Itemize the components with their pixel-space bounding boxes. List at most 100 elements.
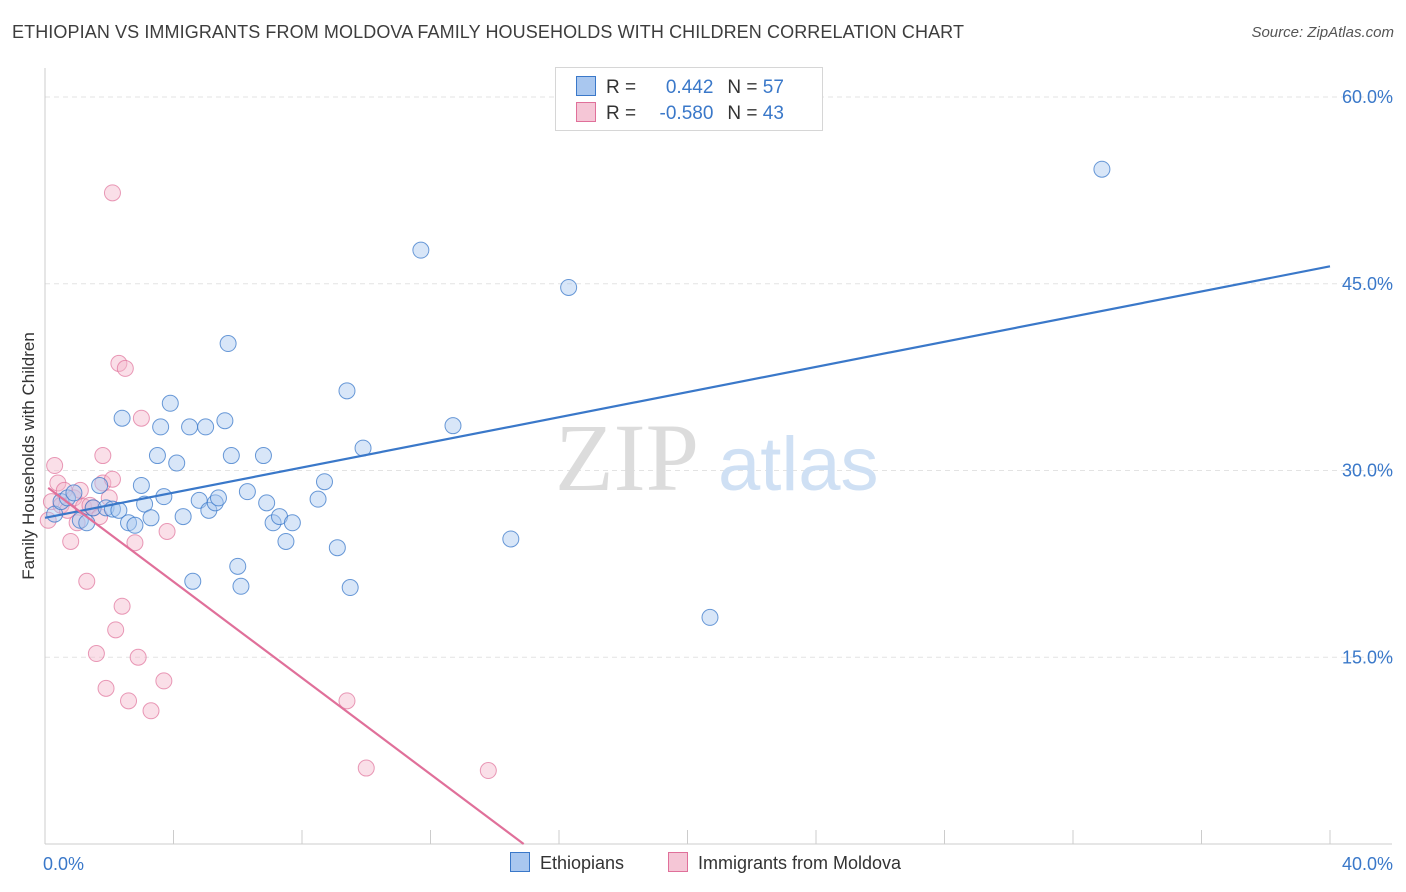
ethiopian-point <box>174 508 192 526</box>
ethiopian-point <box>152 418 170 436</box>
moldova-point <box>103 184 121 202</box>
moldova-point <box>68 514 86 532</box>
ethiopian-point <box>184 572 202 590</box>
ethiopian-point <box>412 241 430 259</box>
y-tick-label: 30.0% <box>1342 461 1393 481</box>
bottom-legend-moldova: Immigrants from Moldova <box>668 852 901 874</box>
y-tick-label: 45.0% <box>1342 274 1393 294</box>
watermark-atlas: atlas <box>718 422 879 507</box>
gridlines <box>45 96 1392 658</box>
ethiopian-point <box>219 335 237 353</box>
ethiopian-point <box>216 412 234 430</box>
moldova-point <box>132 409 150 427</box>
legend-r-value: -0.580 <box>659 103 714 124</box>
bottom-legend-label: Ethiopians <box>540 853 625 873</box>
ethiopian-point <box>264 514 282 532</box>
ethiopian-point <box>315 473 333 491</box>
ethiopian-point <box>229 557 247 575</box>
ethiopian-point <box>161 394 179 412</box>
ethiopian-point <box>126 516 144 534</box>
ethiopian-point <box>222 447 240 465</box>
moldova-point <box>479 762 497 780</box>
moldova-point <box>97 679 115 697</box>
axes <box>44 68 1392 845</box>
moldova-point <box>129 648 147 666</box>
moldova-point <box>116 359 134 377</box>
ethiopian-point <box>113 409 131 427</box>
bottom-legend-label: Immigrants from Moldova <box>698 853 902 873</box>
bottom-legend-ethiopians: Ethiopians <box>510 852 624 874</box>
chart-title: ETHIOPIAN VS IMMIGRANTS FROM MOLDOVA FAM… <box>12 22 965 42</box>
ethiopian-point <box>1093 160 1111 178</box>
ethiopian-point <box>168 454 186 472</box>
moldova-point <box>94 447 112 465</box>
legend-swatch-pink <box>576 102 596 122</box>
ethiopian-point <box>309 490 327 508</box>
moldova-point <box>87 645 105 663</box>
ethiopian-point <box>197 418 215 436</box>
moldova-point <box>78 572 96 590</box>
moldova-point <box>120 692 138 710</box>
legend-r-label: R = <box>606 103 637 124</box>
legend-row-moldova: R = -0.580 N = 43 <box>576 102 784 124</box>
ethiopian-point <box>277 532 295 550</box>
ethiopian-point <box>132 476 150 494</box>
legend-n-label: N = <box>727 103 758 124</box>
legend-n-value: 57 <box>762 77 784 98</box>
ethiopian-point <box>65 484 83 502</box>
y-tick-label: 60.0% <box>1342 87 1393 107</box>
legend-r-label: R = <box>606 77 637 98</box>
ethiopian-point <box>91 476 109 494</box>
ethiopian-point <box>209 489 227 507</box>
ethiopian-point <box>258 494 276 512</box>
moldova-point <box>357 759 375 777</box>
watermark-zip: ZIP <box>555 404 699 511</box>
moldova-point <box>338 692 356 710</box>
ethiopian-point <box>232 577 250 595</box>
trend-lines <box>44 265 1331 845</box>
moldova-point <box>155 672 173 690</box>
legend-r-value: 0.442 <box>665 77 714 98</box>
ethiopian-point <box>181 418 199 436</box>
legend-row-ethiopians: R = 0.442 N = 57 <box>576 76 784 98</box>
series-ethiopians-points <box>46 160 1111 626</box>
ethiopian-point <box>338 382 356 400</box>
ethiopian-point <box>254 447 272 465</box>
ethiopian-point <box>148 447 166 465</box>
ethiopian-point <box>701 608 719 626</box>
moldova-point <box>142 702 160 720</box>
ethiopian-point <box>283 514 301 532</box>
ethiopian-point <box>206 494 224 512</box>
moldova-point <box>158 523 176 541</box>
legend-swatch-blue <box>576 76 596 96</box>
ethiopians-trend-line <box>44 265 1331 519</box>
correlation-legend: R = 0.442 N = 57 R = -0.580 N = 43 <box>555 67 823 131</box>
x-tick-label-min: 0.0% <box>43 854 84 874</box>
moldova-trend-line <box>47 487 525 845</box>
bottom-legend-swatch-pink <box>668 852 688 872</box>
axis-labels: 15.0% 30.0% 45.0% 60.0% 0.0% 40.0% Family Hous… <box>19 87 1393 874</box>
source-label: Source: ZipAtlas.com <box>1251 24 1394 41</box>
bottom-legend-swatch-blue <box>510 852 530 872</box>
ethiopian-point <box>560 278 578 296</box>
moldova-point <box>94 474 112 492</box>
x-tick-label-max: 40.0% <box>1342 854 1393 874</box>
ethiopian-point <box>502 530 520 548</box>
moldova-point <box>46 457 64 475</box>
moldova-point <box>113 597 131 615</box>
moldova-point <box>126 534 144 552</box>
ethiopian-point <box>328 539 346 557</box>
moldova-point <box>107 621 125 639</box>
legend-n-value: 43 <box>762 103 784 124</box>
y-axis-title: Family Households with Children <box>19 332 38 580</box>
series-moldova-points <box>39 184 497 780</box>
watermark: ZIP atlas <box>555 404 879 511</box>
y-tick-label: 15.0% <box>1342 647 1393 667</box>
ethiopian-point <box>341 579 359 597</box>
ethiopian-point <box>444 417 462 435</box>
ethiopian-point <box>238 483 256 501</box>
ethiopian-point <box>142 509 160 527</box>
moldova-point <box>62 532 80 550</box>
legend-n-label: N = <box>727 77 758 98</box>
